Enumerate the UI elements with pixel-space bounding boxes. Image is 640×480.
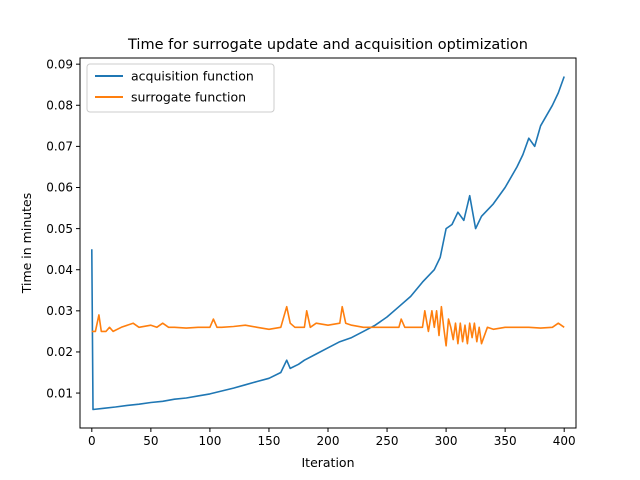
y-tick-label: 0.04 xyxy=(46,263,73,277)
y-tick-label: 0.05 xyxy=(46,222,73,236)
y-tick-label: 0.07 xyxy=(46,140,73,154)
legend-label-acquisition-function: acquisition function xyxy=(131,69,254,84)
y-tick-label: 0.06 xyxy=(46,181,73,195)
y-tick-label: 0.01 xyxy=(46,386,73,400)
x-tick-label: 0 xyxy=(88,434,96,448)
x-tick-label: 400 xyxy=(553,434,576,448)
x-tick-label: 250 xyxy=(376,434,399,448)
y-tick-label: 0.03 xyxy=(46,304,73,318)
x-tick-label: 200 xyxy=(317,434,340,448)
y-tick-label: 0.08 xyxy=(46,98,73,112)
series-line-acquisition-function xyxy=(91,76,565,411)
y-tick-label: 0.02 xyxy=(46,345,73,359)
y-axis-label: Time in minutes xyxy=(19,193,34,295)
x-axis-ticks: 0 50 100 150 200 250 300 350 400 xyxy=(88,428,576,448)
x-tick-label: 300 xyxy=(435,434,458,448)
x-tick-label: 100 xyxy=(198,434,221,448)
chart-title: Time for surrogate update and acquisitio… xyxy=(127,37,528,53)
x-axis-label: Iteration xyxy=(301,455,354,470)
legend-label-surrogate-function: surrogate function xyxy=(131,90,246,105)
legend-box xyxy=(86,63,275,113)
legend: acquisition function surrogate function xyxy=(86,63,275,113)
x-tick-label: 50 xyxy=(143,434,158,448)
series-layer xyxy=(91,76,565,411)
x-tick-label: 350 xyxy=(494,434,517,448)
series-line-surrogate-function xyxy=(91,305,565,347)
y-axis-ticks: 0.01 0.02 0.03 0.04 0.05 0.06 0.07 0.08 0.09 xyxy=(46,57,80,400)
y-tick-label: 0.09 xyxy=(46,57,73,71)
x-tick-label: 150 xyxy=(257,434,280,448)
